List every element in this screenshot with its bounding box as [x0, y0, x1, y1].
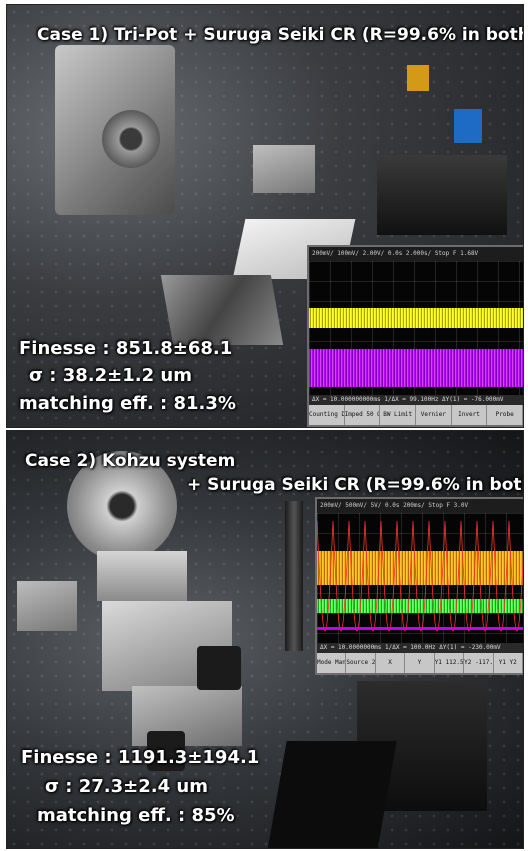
case2-photo: Case 2) Kohzu system + Suruga Seiki CR (… [6, 430, 524, 849]
softkey: Source 2 [346, 653, 376, 673]
lens-mount [407, 65, 429, 91]
magenta-baseline [317, 627, 523, 630]
scope-header: 200mV/ 100mV/ 2.00V/ 0.0s 2.000s/ Stop F… [309, 247, 523, 261]
scope-status: ΔX = 10.0000000ms 1/ΔX = 100.0Hz ΔY(1) =… [317, 643, 523, 653]
softkey: Counting DC [309, 405, 345, 425]
softkey: Y [405, 653, 435, 673]
scope-softkeys: Mode Manual Source 2 X Y Y1 112.50mV Y2 … [317, 653, 523, 673]
softkey: BW Limit [380, 405, 417, 425]
scope-header: 200mV/ 500mV/ 5V/ 0.0s 200ms/ Stop F 3.0… [317, 499, 523, 513]
softkey: Y2 -117.50mV [464, 653, 494, 673]
scope-status: ΔX = 10.000000000ms 1/ΔX = 99.100Hz ΔY(1… [309, 395, 523, 405]
case2-title-line1: Case 2) Kohzu system [25, 451, 236, 471]
aluminum-block [253, 145, 315, 193]
yellow-trace [309, 308, 523, 328]
blue-mount [454, 109, 482, 143]
foil [160, 275, 284, 345]
softkey: Probe [487, 405, 523, 425]
post-holder [285, 501, 303, 651]
softkey: Y1 112.50mV [435, 653, 465, 673]
scope-footer: ΔX = 10.0000000ms 1/ΔX = 100.0Hz ΔY(1) =… [317, 643, 523, 673]
case1-photo: Case 1) Tri-Pot + Suruga Seiki CR (R=99.… [6, 4, 524, 428]
stepper-motor [197, 646, 241, 690]
kohzu-mirror-mount [67, 451, 177, 561]
scope-footer: ΔX = 10.000000000ms 1/ΔX = 99.100Hz ΔY(1… [309, 395, 523, 425]
case2-finesse: Finesse : 1191.3±194.1 [21, 747, 260, 768]
goniometer-stage [97, 551, 187, 601]
case2-matching-eff: matching eff. : 85% [37, 805, 235, 826]
softkey: Invert [452, 405, 488, 425]
green-trace [317, 599, 523, 613]
scope-softkeys: Counting DC Imped 50 Ohm BW Limit Vernie… [309, 405, 523, 425]
softkey: Y1 Y2 [494, 653, 523, 673]
red-periodic-trace [317, 520, 523, 632]
stepper-motor [147, 731, 185, 771]
softkey: Imped 50 Ohm [345, 405, 381, 425]
magenta-trace [309, 349, 523, 387]
softkey: Mode Manual [317, 653, 347, 673]
mirror-holder [102, 110, 160, 168]
translation-stage [377, 155, 507, 235]
case2-title-line2: + Suruga Seiki CR (R=99.6% in both) [187, 475, 524, 495]
softkey: Vernier [416, 405, 452, 425]
case1-matching-eff: matching eff. : 81.3% [19, 393, 236, 414]
case2-sigma: σ : 27.3±2.4 um [45, 776, 208, 797]
case1-title: Case 1) Tri-Pot + Suruga Seiki CR (R=99.… [37, 25, 524, 45]
black-panel [267, 741, 397, 848]
oscilloscope-screen-1: 200mV/ 100mV/ 2.00V/ 0.0s 2.000s/ Stop F… [307, 245, 523, 427]
softkey: X [376, 653, 406, 673]
case1-finesse: Finesse : 851.8±68.1 [19, 338, 233, 359]
aluminum-block [17, 581, 77, 631]
scope-grid [317, 513, 523, 643]
scope-grid [309, 261, 523, 395]
case1-sigma: σ : 38.2±1.2 um [29, 365, 192, 386]
oscilloscope-screen-2: 200mV/ 500mV/ 5V/ 0.0s 200ms/ Stop F 3.0… [315, 497, 523, 675]
